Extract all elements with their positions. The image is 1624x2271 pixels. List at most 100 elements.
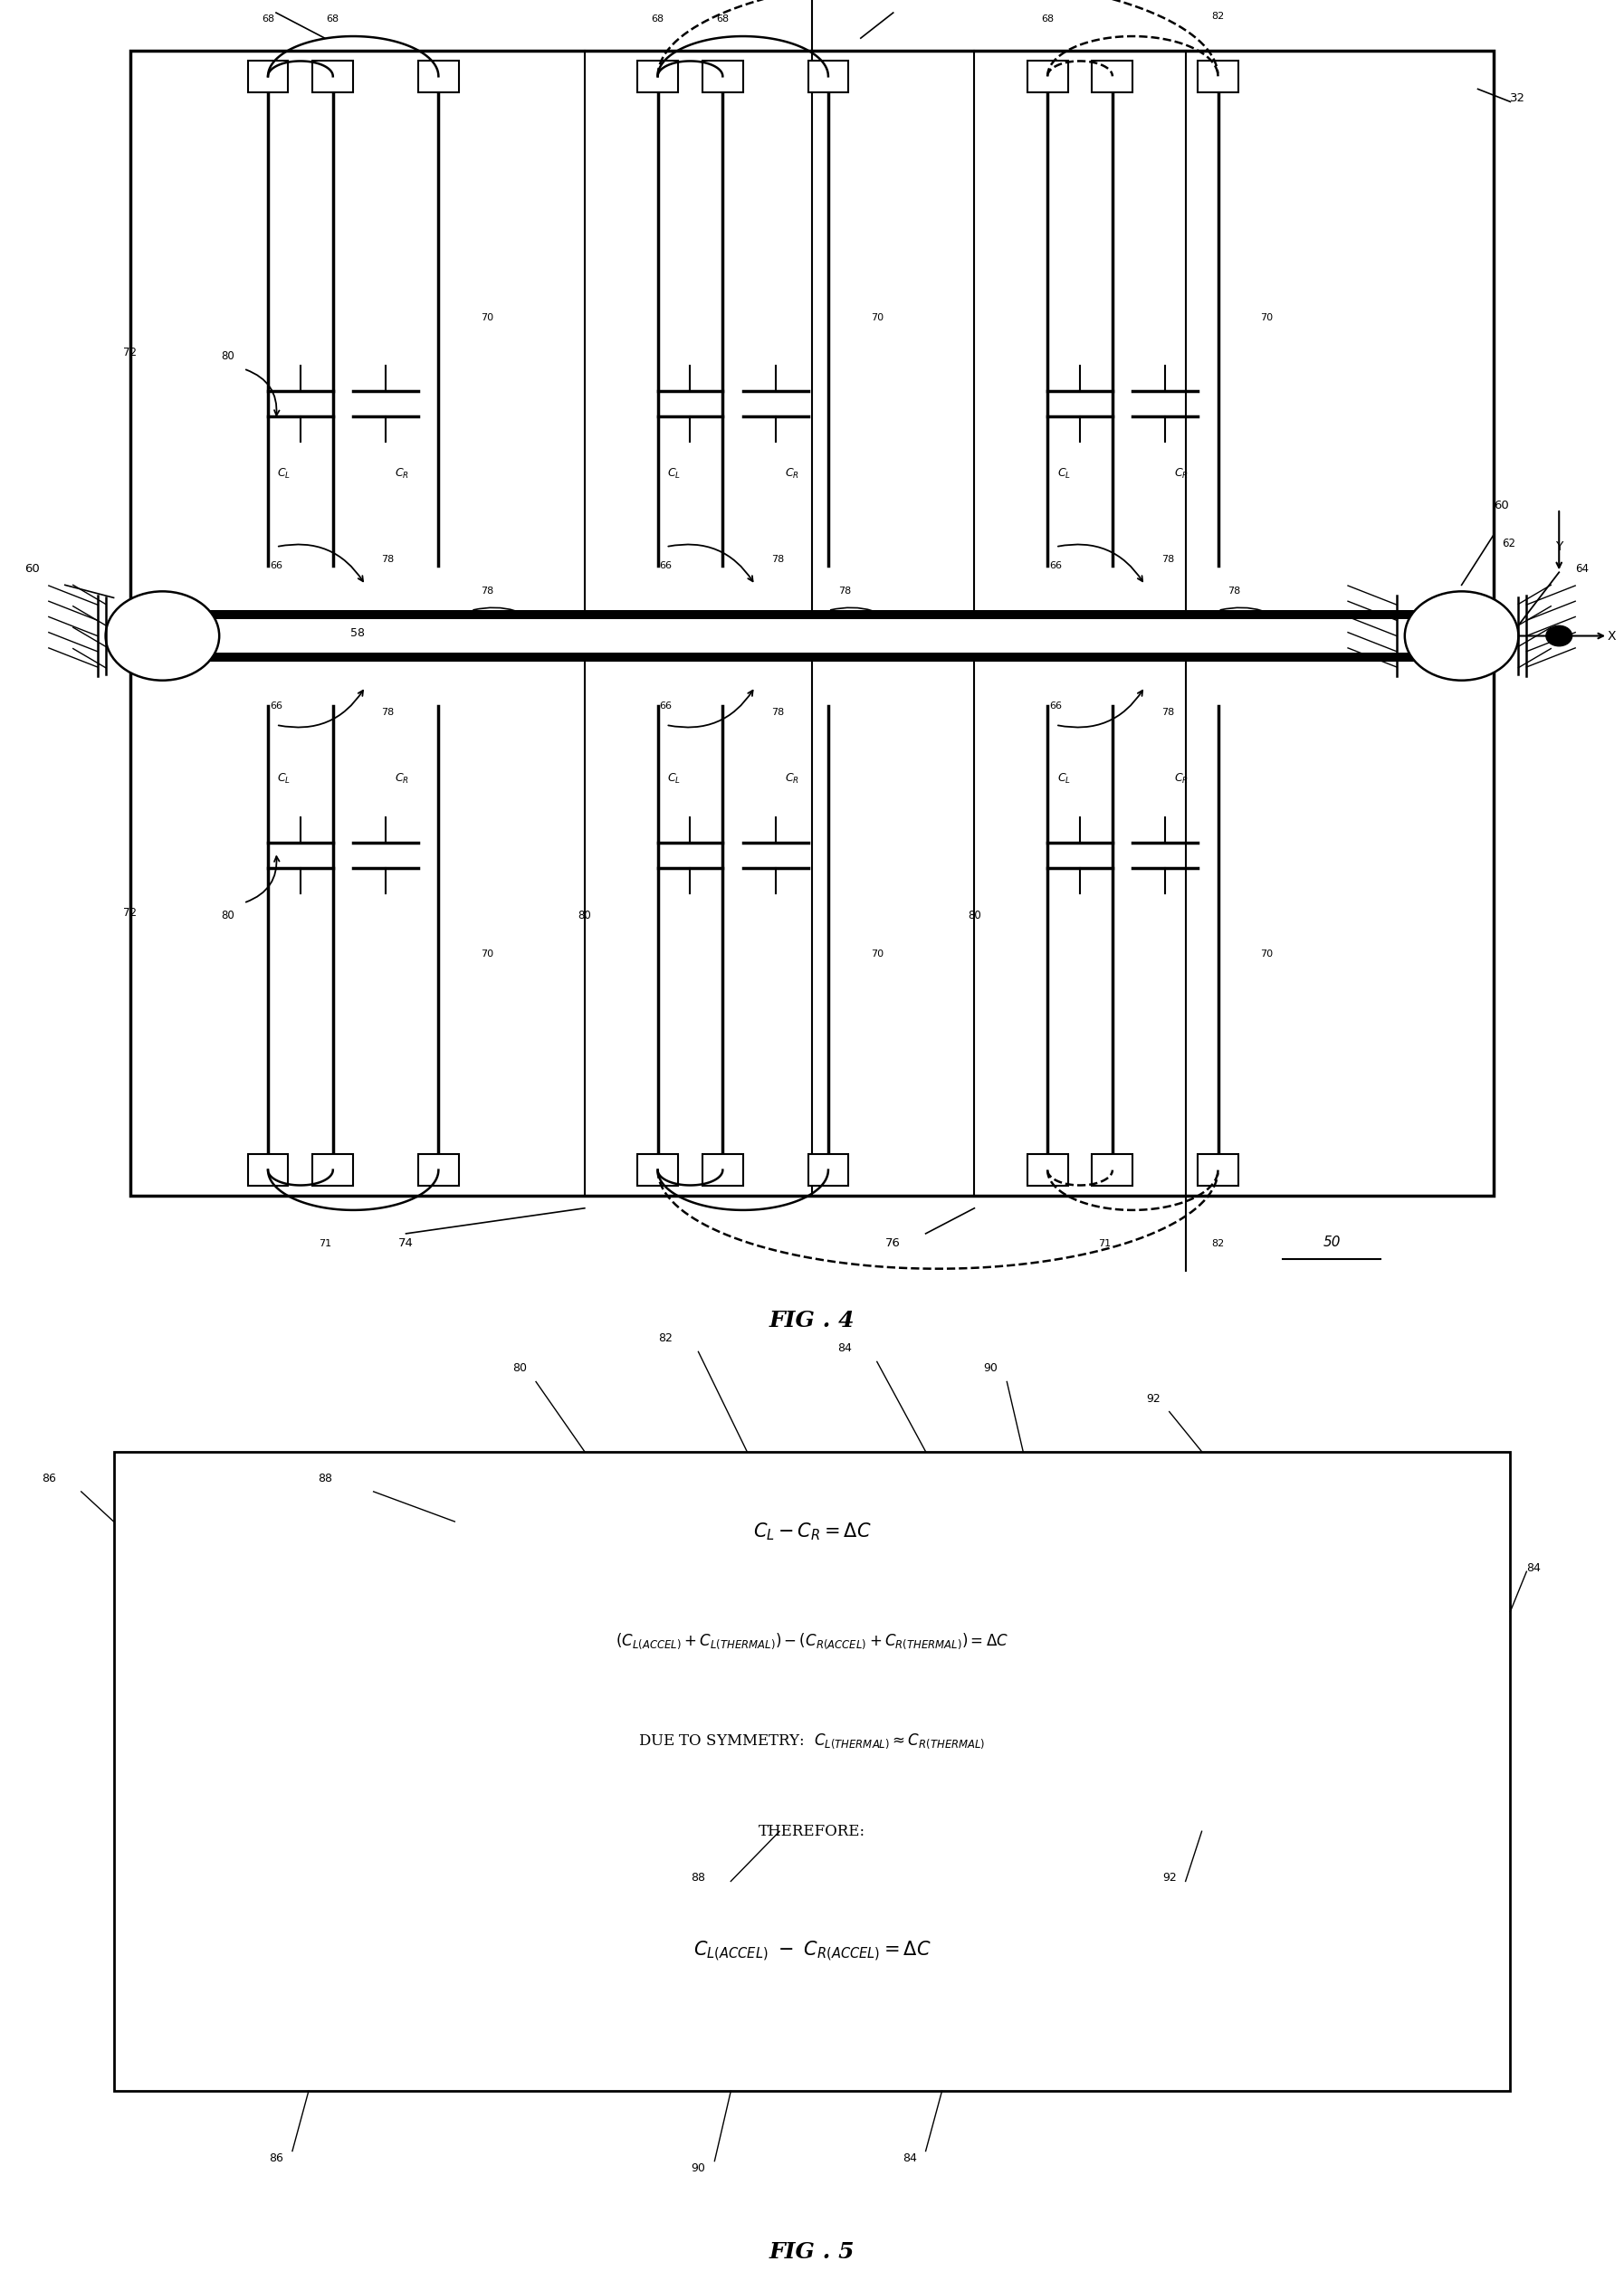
Bar bbox=[1026, 1154, 1067, 1185]
Text: THEREFORE:: THEREFORE: bbox=[758, 1824, 866, 1840]
Text: 78: 78 bbox=[382, 554, 395, 563]
Text: 72: 72 bbox=[123, 347, 136, 359]
Text: 88: 88 bbox=[318, 1472, 331, 1485]
Circle shape bbox=[1405, 590, 1518, 681]
Text: 78: 78 bbox=[1161, 554, 1174, 563]
Bar bbox=[807, 1154, 848, 1185]
Text: $C_R$: $C_R$ bbox=[1174, 468, 1189, 481]
Text: 68: 68 bbox=[261, 14, 274, 23]
Text: 58: 58 bbox=[351, 627, 364, 638]
Text: 66: 66 bbox=[1049, 702, 1062, 711]
Bar bbox=[195, 611, 1429, 661]
Text: 72: 72 bbox=[123, 906, 136, 917]
Text: $(C_{L(ACCEL)} + C_{L(THERMAL)}) - (C_{R(ACCEL)} + C_{R(THERMAL)}) = \Delta C$: $(C_{L(ACCEL)} + C_{L(THERMAL)}) - (C_{R… bbox=[615, 1631, 1009, 1651]
Bar bbox=[1197, 1154, 1237, 1185]
Text: 71: 71 bbox=[318, 1240, 331, 1249]
Text: 68: 68 bbox=[326, 14, 339, 23]
Circle shape bbox=[106, 590, 219, 681]
Text: $C_R$: $C_R$ bbox=[395, 468, 409, 481]
Text: 78: 78 bbox=[1228, 586, 1241, 595]
Text: 66: 66 bbox=[270, 702, 283, 711]
Text: 78: 78 bbox=[481, 586, 494, 595]
Bar bbox=[417, 61, 458, 93]
Bar bbox=[1091, 1154, 1132, 1185]
Text: 70: 70 bbox=[1260, 313, 1273, 322]
Text: 66: 66 bbox=[270, 561, 283, 570]
Text: 70: 70 bbox=[1260, 949, 1273, 958]
Text: $C_R$: $C_R$ bbox=[784, 772, 799, 786]
Text: $C_R$: $C_R$ bbox=[395, 772, 409, 786]
Text: 74: 74 bbox=[398, 1238, 414, 1249]
Text: 78: 78 bbox=[382, 709, 395, 718]
Text: 70: 70 bbox=[481, 949, 494, 958]
Text: 82: 82 bbox=[1212, 1240, 1224, 1249]
Bar bbox=[114, 1451, 1510, 2092]
Text: 80: 80 bbox=[221, 350, 234, 361]
Text: 80: 80 bbox=[221, 911, 234, 922]
Bar bbox=[417, 1154, 458, 1185]
Text: 70: 70 bbox=[870, 313, 883, 322]
Text: 82: 82 bbox=[1212, 11, 1224, 20]
Bar bbox=[312, 1154, 352, 1185]
Text: 66: 66 bbox=[659, 561, 672, 570]
Text: 68: 68 bbox=[651, 14, 664, 23]
Text: 76: 76 bbox=[885, 1238, 901, 1249]
Text: 92: 92 bbox=[1147, 1392, 1160, 1403]
Text: 78: 78 bbox=[771, 709, 784, 718]
Text: 80: 80 bbox=[968, 911, 981, 922]
Text: $C_L$: $C_L$ bbox=[278, 772, 291, 786]
Text: $C_L - C_R = \Delta C$: $C_L - C_R = \Delta C$ bbox=[754, 1522, 870, 1542]
Text: Y: Y bbox=[1556, 540, 1562, 554]
Bar bbox=[1197, 61, 1237, 93]
Bar bbox=[247, 61, 289, 93]
Text: 86: 86 bbox=[42, 1472, 55, 1485]
Text: 90: 90 bbox=[984, 1363, 997, 1374]
Circle shape bbox=[1546, 627, 1572, 645]
Text: 80: 80 bbox=[578, 911, 591, 922]
Bar bbox=[203, 620, 1421, 652]
Text: 64: 64 bbox=[1575, 563, 1588, 575]
Bar bbox=[702, 61, 742, 93]
Text: $C_{L(ACCEL)}\ -\ C_{R(ACCEL)} = \Delta C$: $C_{L(ACCEL)}\ -\ C_{R(ACCEL)} = \Delta … bbox=[693, 1939, 931, 1962]
Text: $C_R$: $C_R$ bbox=[784, 468, 799, 481]
Text: 78: 78 bbox=[1161, 709, 1174, 718]
Text: 68: 68 bbox=[716, 14, 729, 23]
Text: 86: 86 bbox=[270, 2153, 283, 2164]
Text: 80: 80 bbox=[513, 1363, 526, 1374]
Text: 60: 60 bbox=[24, 563, 41, 575]
Text: 70: 70 bbox=[481, 313, 494, 322]
Text: 84: 84 bbox=[1527, 1562, 1541, 1574]
Bar bbox=[130, 50, 1494, 1195]
Text: 50: 50 bbox=[1324, 1235, 1340, 1249]
Text: 78: 78 bbox=[771, 554, 784, 563]
Text: 32: 32 bbox=[1510, 93, 1525, 104]
Text: FIG . 5: FIG . 5 bbox=[770, 2241, 854, 2262]
Bar bbox=[637, 1154, 679, 1185]
Bar bbox=[312, 61, 352, 93]
Bar bbox=[1026, 61, 1067, 93]
Text: $C_L$: $C_L$ bbox=[667, 468, 680, 481]
Bar bbox=[702, 1154, 742, 1185]
Bar bbox=[637, 61, 679, 93]
Text: 70: 70 bbox=[870, 949, 883, 958]
Text: $C_R$: $C_R$ bbox=[1174, 772, 1189, 786]
Bar bbox=[807, 61, 848, 93]
Bar bbox=[247, 1154, 289, 1185]
Text: 71: 71 bbox=[1098, 1240, 1111, 1249]
Text: 68: 68 bbox=[1041, 14, 1054, 23]
Text: $C_L$: $C_L$ bbox=[667, 772, 680, 786]
Text: 88: 88 bbox=[692, 1871, 705, 1885]
Text: X: X bbox=[1608, 629, 1616, 643]
Text: $C_L$: $C_L$ bbox=[1057, 468, 1070, 481]
Text: 74: 74 bbox=[219, 0, 235, 2]
Text: 92: 92 bbox=[1163, 1871, 1176, 1885]
Text: FIG . 4: FIG . 4 bbox=[770, 1310, 854, 1331]
Text: 66: 66 bbox=[659, 702, 672, 711]
Text: 62: 62 bbox=[1502, 538, 1515, 550]
Text: 66: 66 bbox=[1049, 561, 1062, 570]
Text: 60: 60 bbox=[1494, 500, 1509, 511]
Text: 84: 84 bbox=[903, 2153, 916, 2164]
Text: 82: 82 bbox=[659, 1333, 672, 1344]
Text: $C_L$: $C_L$ bbox=[278, 468, 291, 481]
Text: 84: 84 bbox=[838, 1342, 851, 1354]
